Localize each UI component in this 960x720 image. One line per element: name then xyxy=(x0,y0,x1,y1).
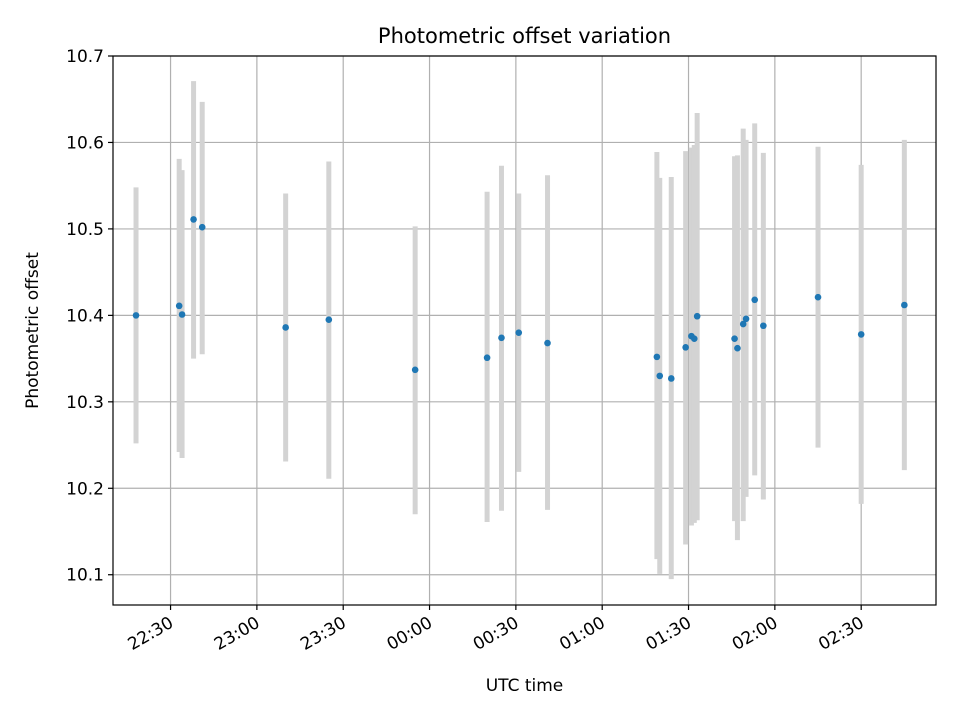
data-point xyxy=(690,335,698,343)
data-point xyxy=(682,344,689,351)
data-point xyxy=(814,293,822,301)
data-point xyxy=(653,353,661,361)
data-point xyxy=(175,302,183,310)
y-axis-label: Photometric offset xyxy=(23,252,43,409)
data-point xyxy=(693,312,701,320)
y-tick-label: 10.3 xyxy=(66,393,104,413)
y-tick-label: 10.6 xyxy=(66,133,104,153)
data-point xyxy=(325,316,333,323)
data-point xyxy=(739,320,747,328)
data-point xyxy=(515,329,523,336)
chart-title: Photometric offset variation xyxy=(378,24,671,48)
y-tick-label: 10.5 xyxy=(66,220,104,240)
data-point xyxy=(132,312,140,319)
data-point xyxy=(178,311,186,318)
data-points xyxy=(132,216,908,382)
data-point xyxy=(760,322,767,330)
data-point xyxy=(190,216,197,223)
data-point xyxy=(857,331,865,338)
plot-frame xyxy=(112,55,937,606)
data-point xyxy=(731,335,738,343)
data-point xyxy=(734,344,741,352)
data-point xyxy=(544,339,551,347)
data-point xyxy=(742,315,750,323)
data-point xyxy=(483,354,491,362)
data-point xyxy=(411,366,419,374)
x-axis-label: UTC time xyxy=(486,676,564,696)
y-tick-label: 10.1 xyxy=(66,566,104,586)
data-point xyxy=(901,301,908,309)
grid xyxy=(113,55,936,605)
data-point xyxy=(656,372,664,380)
y-tick-label: 10.2 xyxy=(66,479,104,499)
data-point xyxy=(282,324,289,331)
data-point xyxy=(198,223,206,231)
y-tick-label: 10.4 xyxy=(66,306,104,326)
y-tick-label: 10.7 xyxy=(66,47,104,67)
data-point xyxy=(751,296,759,304)
data-point xyxy=(667,375,675,382)
data-point xyxy=(498,334,505,342)
